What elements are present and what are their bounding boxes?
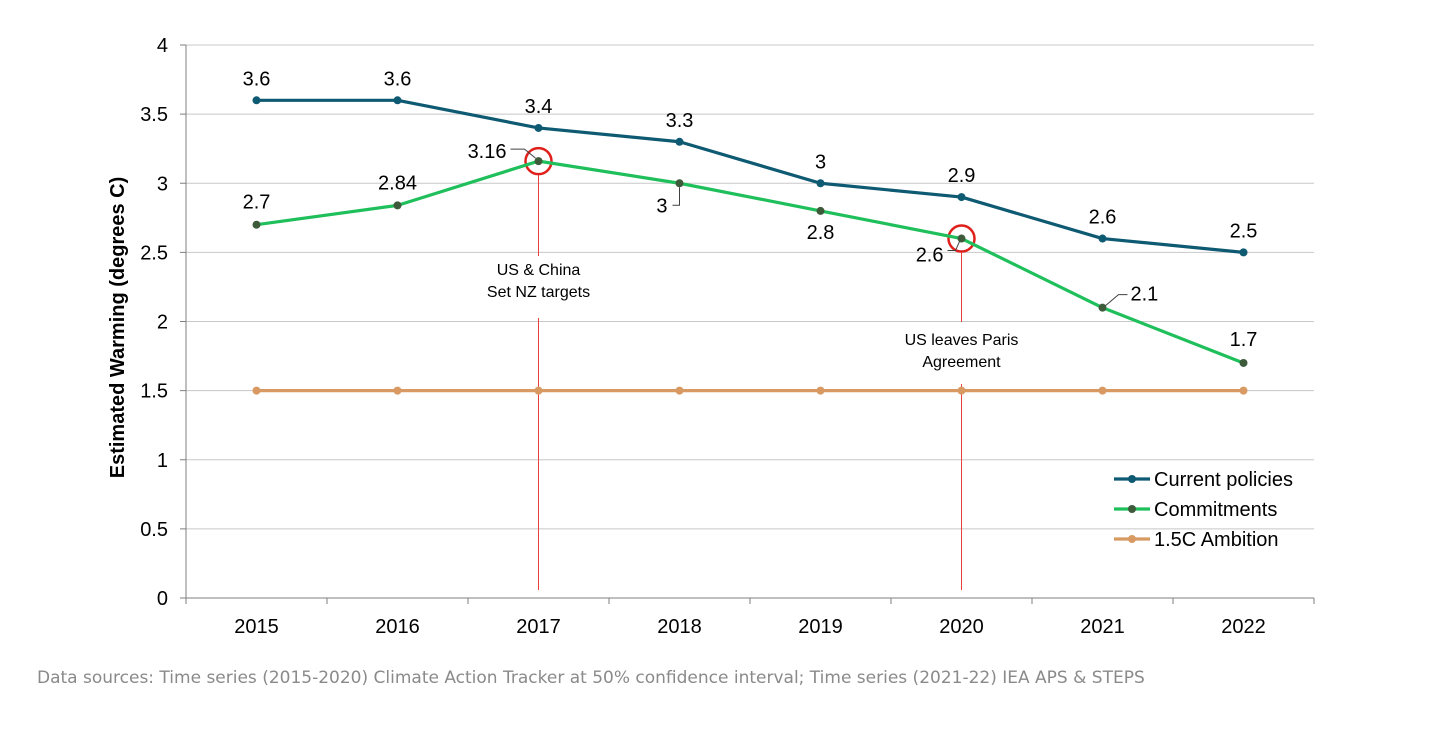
x-tick-label: 2020 bbox=[939, 616, 984, 638]
highlight-circle bbox=[524, 146, 553, 176]
series-point bbox=[1098, 234, 1107, 243]
series-point bbox=[252, 96, 261, 105]
data-label-current-policies: 2.6 bbox=[1089, 207, 1117, 229]
y-tick-label: 1.5 bbox=[140, 381, 168, 403]
series-point bbox=[816, 179, 825, 188]
series-point bbox=[252, 386, 261, 395]
series-point bbox=[1098, 303, 1107, 312]
data-label-current-policies: 3.3 bbox=[666, 110, 694, 132]
source-note: Data sources: Time series (2015-2020) Cl… bbox=[37, 668, 1145, 688]
data-label-current-policies: 3 bbox=[815, 151, 826, 173]
series-point bbox=[1239, 358, 1248, 367]
y-tick-label: 2 bbox=[157, 312, 168, 334]
series-point bbox=[816, 206, 825, 215]
data-label-commitments: 2.84 bbox=[378, 172, 417, 194]
annotation-text: Agreement bbox=[922, 354, 1001, 371]
x-tick-label: 2015 bbox=[234, 616, 279, 638]
leader-line bbox=[510, 148, 536, 159]
x-tick-label: 2022 bbox=[1221, 616, 1266, 638]
series-point bbox=[957, 386, 966, 395]
annotation-text: Set NZ targets bbox=[487, 284, 590, 301]
series-point bbox=[534, 386, 543, 395]
data-label-current-policies: 3.6 bbox=[384, 68, 412, 90]
series-point bbox=[393, 386, 402, 395]
warming-line-chart: 0 0.5 1 1.5 2 2.5 3 3.5 4 2015 2016 2017 2018 2019 202… bbox=[107, 35, 1315, 638]
series-point bbox=[675, 179, 684, 188]
annotation-text: US leaves Paris bbox=[905, 332, 1019, 349]
y-tick-label: 0 bbox=[157, 588, 168, 610]
legend-label: Current policies bbox=[1154, 469, 1293, 491]
annotation-text: US & China bbox=[497, 262, 581, 279]
series-point bbox=[675, 386, 684, 395]
y-tick-label: 3.5 bbox=[140, 104, 168, 126]
series-point bbox=[534, 123, 543, 132]
legend-label: Commitments bbox=[1154, 499, 1277, 521]
series-point bbox=[1098, 386, 1107, 395]
data-label-commitments: 2.1 bbox=[1131, 284, 1159, 306]
y-tick-label: 3 bbox=[157, 173, 168, 195]
series-line bbox=[256, 159, 1245, 365]
leader-line bbox=[672, 187, 680, 206]
series-point bbox=[816, 386, 825, 395]
y-tick-label: 4 bbox=[157, 35, 168, 57]
legend-swatch-marker bbox=[1128, 475, 1136, 483]
series-point bbox=[393, 96, 402, 105]
data-label-commitments: 2.8 bbox=[807, 222, 835, 244]
series-point bbox=[675, 137, 684, 146]
series-point bbox=[957, 234, 966, 243]
data-label-current-policies: 3.6 bbox=[243, 68, 271, 90]
x-tick-label: 2016 bbox=[375, 616, 420, 638]
x-tick-label: 2021 bbox=[1080, 616, 1125, 638]
legend-swatch-marker bbox=[1128, 535, 1136, 543]
series-point bbox=[534, 157, 543, 166]
x-tick-label: 2017 bbox=[516, 616, 561, 638]
y-tick-label: 2.5 bbox=[140, 242, 168, 264]
data-label-commitments: 2.7 bbox=[243, 192, 271, 214]
legend-label: 1.5C Ambition bbox=[1154, 529, 1279, 551]
data-label-commitments: 2.6 bbox=[916, 245, 944, 267]
data-label-current-policies: 2.5 bbox=[1230, 220, 1258, 242]
series-point bbox=[957, 193, 966, 202]
y-tick-label: 0.5 bbox=[140, 519, 168, 541]
x-tick-label: 2018 bbox=[657, 616, 702, 638]
series-point bbox=[1239, 386, 1248, 395]
highlight-circle bbox=[947, 224, 976, 253]
series-point bbox=[393, 201, 402, 210]
data-label-commitments: 1.7 bbox=[1230, 329, 1258, 351]
data-label-commitments: 3 bbox=[656, 195, 667, 217]
data-label-commitments: 3.16 bbox=[468, 141, 507, 163]
data-label-current-policies: 3.4 bbox=[525, 96, 553, 118]
series-point bbox=[1239, 248, 1248, 257]
series-point bbox=[252, 220, 261, 229]
y-axis-label: Estimated Warming (degrees C) bbox=[107, 177, 129, 479]
x-tick-label: 2019 bbox=[798, 616, 843, 638]
chart-svg: 0 0.5 1 1.5 2 2.5 3 3.5 4 2015 2016 2017 2018 2019 202… bbox=[107, 35, 1315, 638]
y-tick-label: 1 bbox=[157, 450, 168, 472]
series-line bbox=[256, 98, 1244, 254]
leader-line bbox=[947, 241, 960, 252]
legend-swatch-marker bbox=[1128, 505, 1136, 513]
leader-line bbox=[1105, 294, 1128, 307]
data-label-current-policies: 2.9 bbox=[948, 165, 976, 187]
